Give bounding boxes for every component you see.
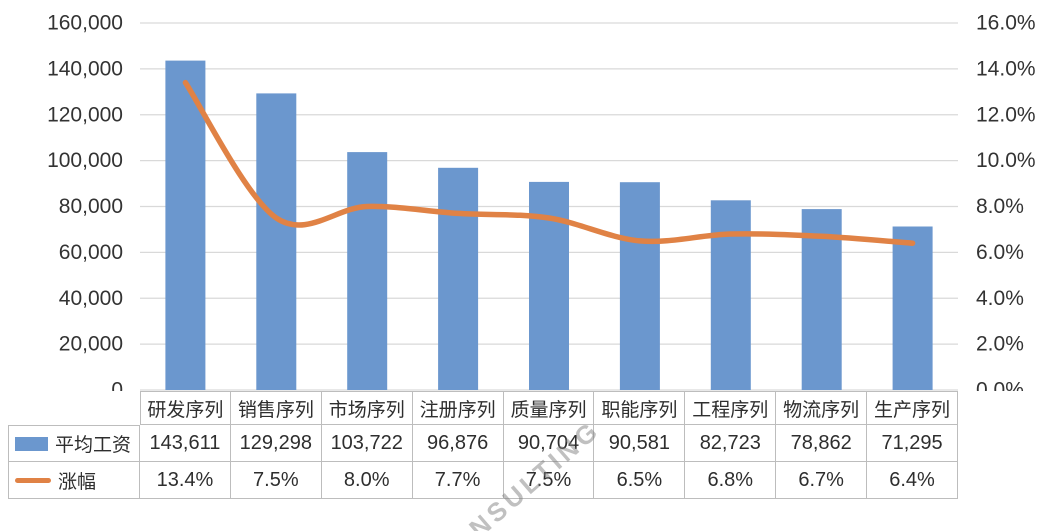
salary-value-cell: 96,876 <box>412 425 504 462</box>
salary-bar <box>619 182 660 390</box>
salary-value-cell: 143,611 <box>140 425 231 462</box>
legend-label: 平均工资 <box>55 435 132 456</box>
left-axis-tick: 40,000 <box>59 287 123 310</box>
category-header-cell: 职能序列 <box>594 391 686 425</box>
growth-value-cell: 7.5% <box>230 462 322 499</box>
left-axis-tick: 60,000 <box>59 241 123 264</box>
salary-value-cell: 82,723 <box>685 425 777 462</box>
salary-bar <box>529 181 569 390</box>
salary-bar <box>165 60 206 390</box>
left-axis-tick: 120,000 <box>47 103 123 126</box>
left-axis-tick: 140,000 <box>47 57 123 80</box>
category-header-cell: 生产序列 <box>867 391 958 425</box>
category-header-cell: 销售序列 <box>230 391 322 425</box>
right-axis-tick: 6.0% <box>976 241 1024 264</box>
category-header-cell: 质量序列 <box>503 391 595 425</box>
salary-bar <box>438 167 479 390</box>
right-axis-tick: 8.0% <box>976 195 1024 218</box>
left-axis-tick: 80,000 <box>59 195 123 218</box>
salary-value-cell: 90,704 <box>503 425 595 462</box>
growth-value-cell: 6.8% <box>685 462 777 499</box>
left-axis-tick: 160,000 <box>47 12 123 35</box>
growth-value-cell: 6.4% <box>867 462 958 499</box>
salary-value-cell: 78,862 <box>776 425 868 462</box>
salary-value-cell: 129,298 <box>230 425 322 462</box>
category-header-cell: 物流序列 <box>776 391 868 425</box>
category-header-cell: 市场序列 <box>321 391 413 425</box>
salary-value-cell: 103,722 <box>321 425 413 462</box>
growth-line <box>182 79 916 246</box>
growth-value-cell: 8.0% <box>321 462 413 499</box>
salary-bar <box>710 200 751 390</box>
right-axis-tick: 10.0% <box>976 149 1036 172</box>
left-axis-tick: 100,000 <box>47 149 123 172</box>
growth-value-cell: 7.7% <box>412 462 504 499</box>
left-axis-tick: 0 <box>111 379 123 392</box>
table-corner-cell <box>8 391 140 425</box>
salary-bar <box>347 152 388 390</box>
category-header-cell: 工程序列 <box>685 391 777 425</box>
salary-value-cell: 90,581 <box>594 425 686 462</box>
growth-value-cell: 6.5% <box>594 462 686 499</box>
salary-value-cell: 71,295 <box>867 425 958 462</box>
growth-value-cell: 13.4% <box>140 462 231 499</box>
legend-growth: 涨幅 <box>8 462 140 499</box>
category-header-cell: 注册序列 <box>412 391 504 425</box>
left-axis-tick: 20,000 <box>59 333 123 356</box>
right-axis-tick: 14.0% <box>976 57 1036 80</box>
salary-bar <box>256 93 297 391</box>
right-axis-tick: 4.0% <box>976 287 1024 310</box>
combo-chart-plot: 160,000 140,000 120,000 100,000 80,000 60,000… <box>47 12 1036 392</box>
right-axis-tick: 2.0% <box>976 333 1024 356</box>
legend-label: 涨幅 <box>58 471 97 493</box>
right-axis-tick: 16.0% <box>976 12 1036 35</box>
line-series-swatch-icon <box>15 477 51 483</box>
legend-salary: 平均工资 <box>8 425 140 462</box>
growth-value-cell: 7.5% <box>503 462 595 499</box>
right-axis-tick: 12.0% <box>976 103 1036 126</box>
growth-value-cell: 6.7% <box>776 462 868 499</box>
category-header-cell: 研发序列 <box>140 391 231 425</box>
salary-bar <box>892 226 933 390</box>
right-axis-tick: 0.0% <box>976 379 1024 392</box>
data-table: 研发序列 销售序列 市场序列 注册序列 质量序列 职能序列 工程序列 物流序列 生产序列平均工资… <box>8 391 958 499</box>
bar-series-swatch-icon <box>15 436 48 451</box>
